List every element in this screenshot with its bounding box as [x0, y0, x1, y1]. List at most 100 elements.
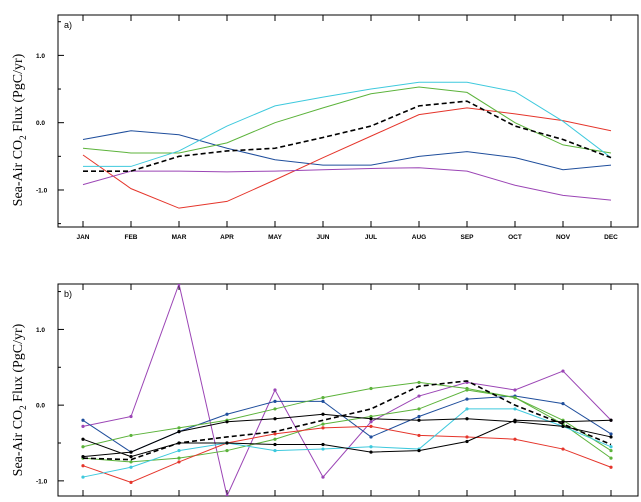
panel-b-frame: [57, 283, 639, 497]
series-point-1: [81, 424, 85, 428]
series-point-6: [369, 445, 373, 449]
panel-a-label: a): [64, 20, 72, 30]
series-point-1: [225, 494, 229, 496]
panel-b-label: b): [64, 289, 72, 299]
x-tick-label: JAN: [76, 234, 89, 241]
series-point-2: [417, 414, 421, 419]
series-lines: [82, 81, 612, 209]
x-tick-label: MAY: [268, 234, 283, 241]
series-point-7: [81, 437, 85, 441]
y-tick-label: 1.0: [36, 53, 45, 60]
x-tick-label: OCT: [508, 234, 522, 241]
series-point-4: [609, 456, 613, 460]
series-point-8: [513, 420, 517, 424]
series-point-5: [513, 437, 517, 441]
series-lines: [81, 284, 613, 496]
series-point-5: [417, 433, 421, 438]
panel-a-series: [82, 81, 612, 209]
series-point-6: [129, 465, 133, 469]
series-line-2: [82, 395, 612, 453]
series-point-4: [513, 395, 517, 400]
series-point-7: [321, 442, 325, 447]
y-tick-label: 0.0: [36, 120, 45, 127]
series-point-6: [321, 447, 325, 451]
series-point-2: [225, 412, 229, 416]
series-line-9: [82, 380, 612, 461]
series-point-6: [273, 448, 277, 453]
series-point-6: [465, 407, 469, 411]
series-point-5: [561, 447, 565, 451]
panel-a-y-ticks: 1.0 0.0 -1.0: [36, 21, 64, 225]
series-point-7: [129, 455, 133, 459]
series-line-5: [82, 167, 612, 201]
y-tick-label: 0.0: [36, 403, 45, 410]
series-point-1: [273, 388, 277, 392]
series-point-8: [321, 412, 325, 416]
series-point-5: [129, 480, 133, 484]
x-tick-label: JUL: [365, 234, 377, 241]
series-point-7: [609, 418, 613, 422]
series-point-4: [273, 437, 277, 441]
series-point-3: [417, 380, 421, 385]
series-point-6: [513, 407, 517, 411]
series-point-1: [417, 394, 421, 398]
series-line-4: [83, 81, 612, 167]
x-tick-label: APR: [220, 234, 234, 241]
series-point-5: [273, 432, 277, 436]
series-point-3: [129, 433, 133, 438]
series-point-7: [417, 448, 421, 453]
y-tick-label: 1.0: [36, 327, 45, 334]
x-tick-label: MAR: [172, 234, 187, 241]
series-line-1: [82, 130, 612, 171]
panel-a-y-axis-label: Sea-Air CO2 Flux (PgC/yr): [11, 53, 28, 206]
series-point-2: [561, 402, 565, 406]
y-tick-label: -1.0: [36, 478, 48, 485]
panel-a: a) JAN FEB MAR APR MAY JUN JUL AUG SEP OCT NOV DEC …: [11, 14, 639, 241]
x-tick-label: JUN: [316, 234, 329, 241]
series-point-8: [369, 417, 373, 421]
series-point-5: [369, 424, 373, 428]
series-point-7: [273, 442, 277, 447]
series-point-7: [369, 450, 373, 454]
series-point-4: [417, 407, 421, 411]
series-point-8: [129, 450, 133, 454]
series-point-2: [609, 432, 613, 436]
series-point-3: [609, 448, 613, 453]
panel-b-y-ticks: 1.0 0.0 -1.0: [36, 291, 64, 485]
series-point-1: [561, 369, 565, 373]
series-line-4: [82, 389, 612, 463]
series-point-2: [273, 399, 277, 403]
x-tick-label: DEC: [604, 234, 618, 241]
series-line-3: [82, 86, 612, 154]
series-point-8: [225, 420, 229, 424]
series-point-4: [225, 448, 229, 453]
series-point-8: [609, 435, 613, 439]
series-point-4: [177, 456, 181, 460]
series-point-1: [513, 388, 517, 392]
x-tick-label: FEB: [125, 234, 138, 241]
series-point-3: [369, 386, 373, 391]
series-point-7: [561, 420, 565, 424]
series-point-6: [177, 448, 181, 453]
series-line-8: [82, 413, 612, 458]
series-line-5: [82, 425, 612, 483]
series-point-1: [369, 420, 373, 424]
series-point-6: [609, 445, 613, 449]
series-point-8: [177, 430, 181, 434]
series-point-5: [465, 435, 469, 439]
series-point-3: [177, 426, 181, 430]
series-line-2: [82, 107, 612, 209]
series-line-6: [83, 100, 612, 172]
panel-b-series: [81, 284, 613, 496]
x-tick-label: NOV: [556, 234, 571, 241]
panel-b: b) JANFEBMARAPRMAYJUNJULAUGSEPOCTNOVDEC …: [11, 283, 639, 497]
series-line-3: [82, 381, 612, 451]
series-point-7: [225, 441, 229, 445]
series-point-1: [177, 284, 181, 286]
panel-a-x-ticks: JAN FEB MAR APR MAY JUN JUL AUG SEP OCT NOV DEC: [76, 15, 618, 241]
series-point-4: [129, 460, 133, 464]
series-point-3: [81, 445, 85, 449]
series-point-5: [609, 465, 613, 469]
